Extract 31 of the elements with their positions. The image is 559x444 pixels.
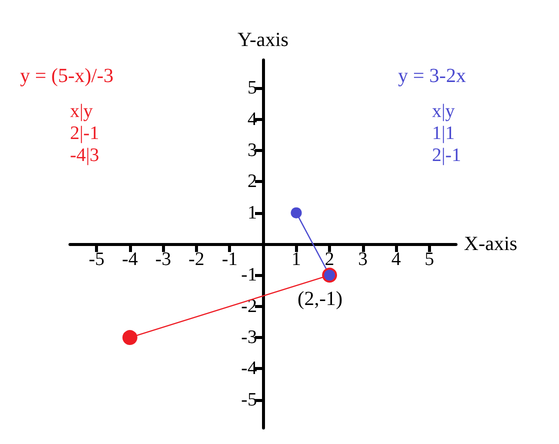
y-tick-label: -4 (241, 358, 258, 380)
x-tick-label: -5 (88, 249, 105, 270)
y-tick-label: 4 (248, 108, 258, 130)
annotation: -4|3 (70, 145, 100, 166)
text: y = 3-2x (398, 65, 466, 87)
y-axis-title: Y-axis (237, 29, 289, 51)
annotation: 1|1 (432, 123, 455, 144)
x-tick-label: -4 (122, 249, 138, 270)
x-axis-title: X-axis (464, 233, 518, 255)
x-tick-label: -2 (188, 249, 204, 270)
x-tick-label: 5 (424, 249, 434, 270)
y-tick-label: -3 (241, 327, 257, 348)
point (290, 207, 302, 218)
x-tick-label: 4 (391, 249, 402, 270)
annotation: 2|-1 (70, 123, 100, 144)
x-tick-label: 2 (324, 249, 334, 270)
y-tick-label: 2 (248, 171, 257, 192)
annotation: x|y (70, 101, 94, 122)
x-tick-label: -3 (155, 249, 172, 270)
annotation: x|y (432, 101, 456, 122)
point (122, 330, 138, 346)
annotation: (2,-1) (298, 288, 343, 310)
y-tick-label: 3 (248, 140, 257, 161)
y-tick-label: -2 (241, 296, 257, 317)
y-tick-label: -1 (241, 264, 257, 286)
y-tick-label: 1 (248, 202, 257, 224)
text: y = (5-x)/-3 (20, 65, 114, 87)
x-tick-label: -1 (222, 249, 238, 270)
annotation: 2|-1 (432, 145, 462, 166)
x-tick-label: 1 (292, 249, 302, 270)
x-tick-label: 3 (358, 249, 368, 270)
